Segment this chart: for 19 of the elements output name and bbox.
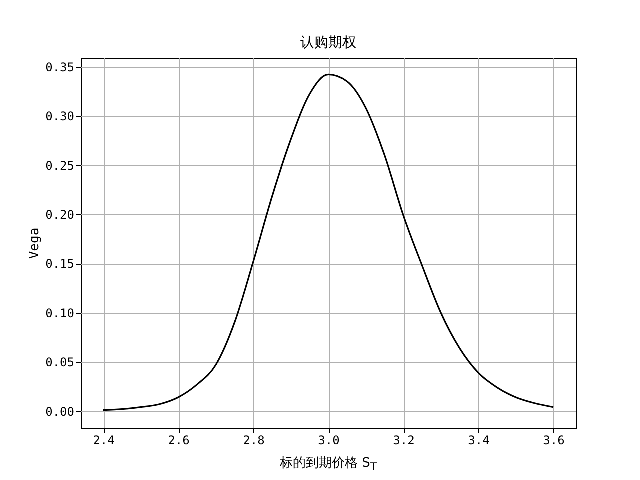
- x-tick-label: 2.4: [93, 434, 115, 448]
- y-tick-label: 0.20: [46, 208, 74, 222]
- x-axis-title: 标的到期价格 S$_{T}$: [278, 455, 378, 474]
- y-tick-label: 0.25: [46, 158, 74, 173]
- chart-title: 认购期权: [300, 35, 356, 51]
- x-tick-label: 3.0: [318, 434, 340, 448]
- x-tick-label: 2.8: [243, 434, 265, 448]
- x-tick-label: 3.6: [543, 434, 565, 448]
- x-tick-label: 3.4: [468, 434, 490, 448]
- x-tick-label: 3.2: [393, 434, 415, 448]
- y-tick-label: 0.00: [46, 404, 74, 419]
- line-series: [102, 74, 554, 412]
- y-tick-label: 0.35: [46, 60, 74, 74]
- y-tick-label: 0.15: [46, 257, 74, 272]
- y-axis-title: Vega: [28, 228, 43, 260]
- y-tick-label: 0.30: [46, 110, 74, 124]
- y-tick-label: 0.10: [46, 306, 74, 320]
- y-tick-label: 0.05: [46, 356, 74, 370]
- x-tick-label: 2.6: [168, 434, 190, 448]
